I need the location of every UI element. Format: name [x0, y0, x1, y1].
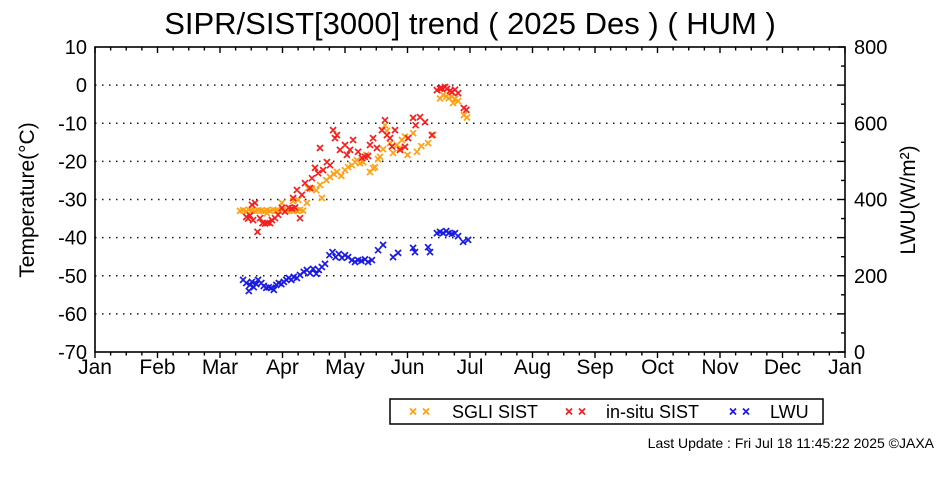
svg-text:Feb: Feb	[139, 356, 175, 379]
legend-label-sgli-sist: SGLI SIST	[452, 402, 539, 422]
svg-text:Apr: Apr	[266, 356, 299, 379]
legend	[389, 398, 824, 425]
svg-text:600: 600	[854, 113, 887, 135]
svg-text:0: 0	[854, 342, 865, 364]
legend-label-lwu: LWU	[770, 402, 809, 422]
svg-text:Nov: Nov	[701, 356, 739, 379]
svg-text:Jan: Jan	[78, 356, 112, 379]
series-sgli-sist	[236, 91, 471, 217]
svg-text:Jun: Jun	[391, 356, 425, 379]
svg-text:Dec: Dec	[764, 356, 801, 379]
series-lwu	[239, 227, 472, 295]
svg-text:0: 0	[76, 75, 87, 97]
x-axis-tick-labels: Jan Feb Mar Apr May Jun Jul Aug Sep Oct Nov Dec Jan	[78, 356, 862, 379]
last-update-text: Last Update : Fri Jul 18 11:45:22 2025 ©…	[647, 435, 934, 451]
svg-text:Aug: Aug	[514, 356, 551, 379]
y-axis-label-temperature: Temperature(°C)	[16, 122, 39, 278]
legend-marker-1	[409, 407, 430, 416]
svg-text:Jul: Jul	[457, 356, 484, 379]
legend-marker-2	[565, 407, 586, 416]
svg-text:Mar: Mar	[202, 356, 238, 379]
svg-text:Oct: Oct	[641, 356, 674, 379]
svg-text:-10: -10	[58, 113, 87, 135]
svg-text:May: May	[325, 356, 365, 379]
svg-text:-70: -70	[58, 342, 87, 364]
svg-text:10: 10	[65, 37, 87, 59]
svg-text:Jan: Jan	[828, 356, 862, 379]
legend-label-insitu-sist: in-situ SIST	[606, 402, 700, 422]
svg-text:Sep: Sep	[576, 356, 613, 379]
series-in-situ-sist	[242, 83, 470, 236]
svg-text:-20: -20	[58, 151, 87, 173]
svg-text:-60: -60	[58, 304, 87, 326]
svg-text:-30: -30	[58, 190, 87, 212]
svg-text:400: 400	[854, 190, 887, 212]
svg-text:-40: -40	[58, 228, 87, 250]
svg-text:800: 800	[854, 37, 887, 59]
y-axis-label-lwu: LWU(W/m²)	[897, 145, 920, 255]
y-right-tick-labels: 0 200 400 600 800	[854, 37, 887, 364]
svg-text:200: 200	[854, 266, 887, 288]
legend-marker-3	[729, 407, 750, 416]
chart-title: SIPR/SIST[3000] trend ( 2025 Des ) ( HUM…	[164, 6, 776, 41]
svg-text:-50: -50	[58, 266, 87, 288]
axis-ticks	[94, 46, 846, 358]
y-left-tick-labels: 10 0 -10 -20 -30 -40 -50 -60 -70	[58, 37, 87, 364]
